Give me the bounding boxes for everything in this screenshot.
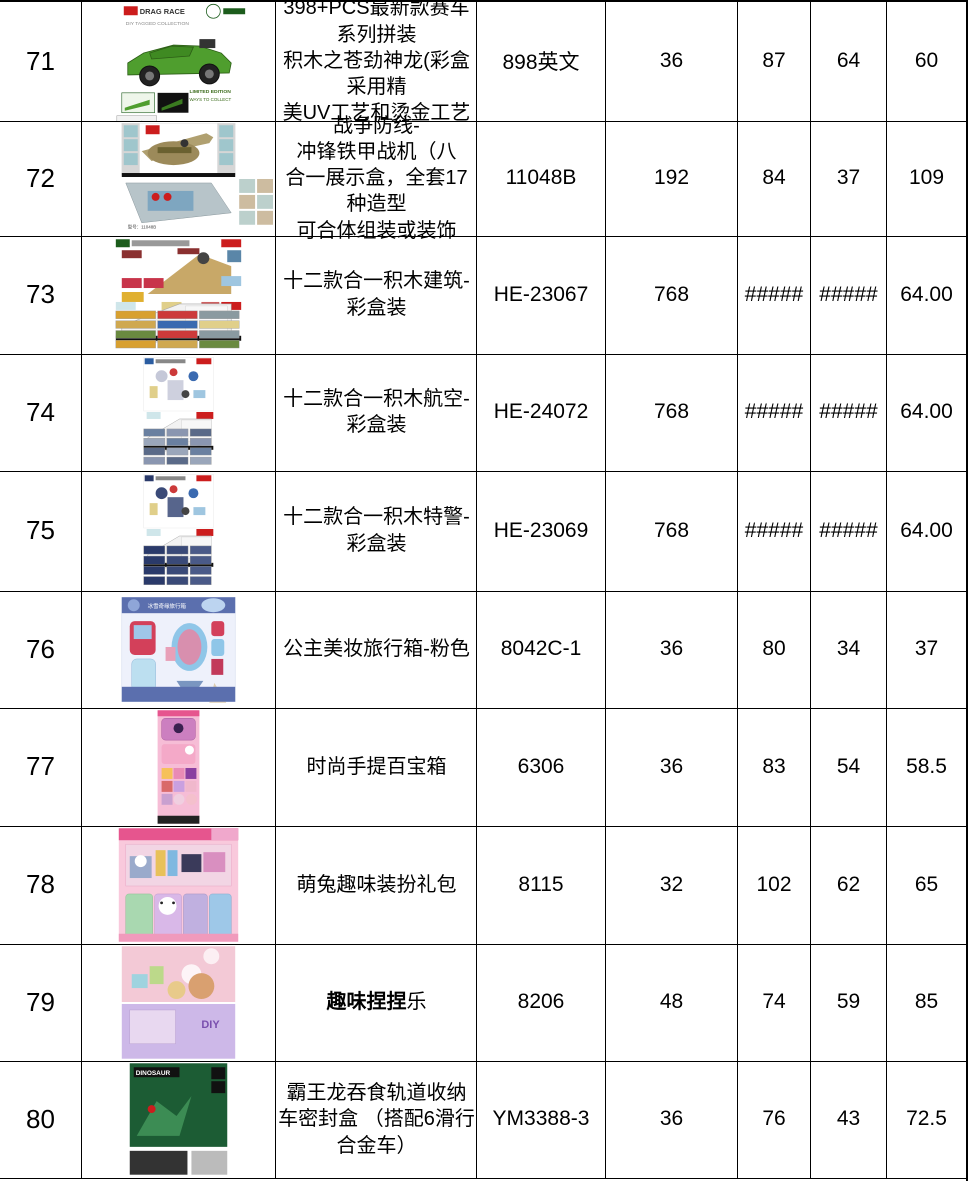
svg-text:DRAG RACE: DRAG RACE bbox=[140, 7, 185, 16]
svg-text:DIY: DIY bbox=[201, 1019, 220, 1031]
svg-text:DINOSAUR: DINOSAUR bbox=[136, 1070, 171, 1077]
svg-text:DIY TAGGED COLLECTION: DIY TAGGED COLLECTION bbox=[126, 21, 190, 27]
svg-text:冰雪奇缘旅行箱: 冰雪奇缘旅行箱 bbox=[148, 602, 187, 610]
svg-text:LIMITED EDITION: LIMITED EDITION bbox=[189, 89, 231, 95]
svg-text:型号：11048B: 型号：11048B bbox=[128, 224, 157, 231]
svg-text:WAYS TO COLLECT: WAYS TO COLLECT bbox=[189, 97, 231, 102]
